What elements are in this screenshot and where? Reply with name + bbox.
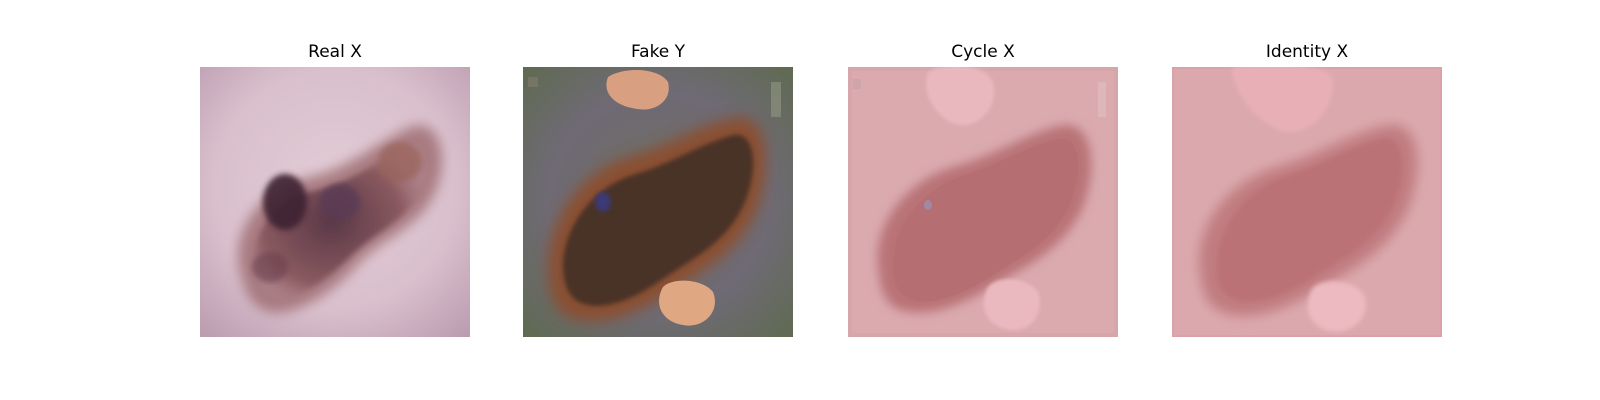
panel-real-x: Real X xyxy=(200,0,470,400)
cycle-x-image xyxy=(848,67,1118,337)
panel-fake-y: Fake Y xyxy=(523,0,793,400)
panel-title-identity-x: Identity X xyxy=(1265,42,1349,62)
panel-title-cycle-x: Cycle X xyxy=(951,42,1015,62)
real-x-image xyxy=(200,67,470,337)
fake-y-image xyxy=(523,67,793,337)
panel-title-fake-y: Fake Y xyxy=(630,42,686,62)
identity-x-image xyxy=(1172,67,1442,337)
panel-cycle-x: Cycle X xyxy=(848,0,1118,400)
panel-title-real-x: Real X xyxy=(308,42,362,62)
panel-identity-x: Identity X xyxy=(1172,0,1442,400)
